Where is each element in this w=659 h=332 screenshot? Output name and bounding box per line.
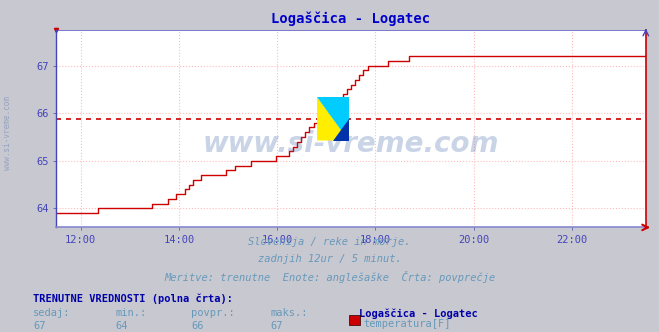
Text: TRENUTNE VREDNOSTI (polna črta):: TRENUTNE VREDNOSTI (polna črta):	[33, 294, 233, 304]
Polygon shape	[317, 97, 349, 140]
Text: www.si-vreme.com: www.si-vreme.com	[3, 96, 13, 170]
Text: sedaj:: sedaj:	[33, 308, 71, 318]
Text: Slovenija / reke in morje.: Slovenija / reke in morje.	[248, 237, 411, 247]
Text: zadnjih 12ur / 5 minut.: zadnjih 12ur / 5 minut.	[258, 254, 401, 264]
Polygon shape	[333, 119, 349, 140]
Text: Meritve: trenutne  Enote: anglešaške  Črta: povprečje: Meritve: trenutne Enote: anglešaške Črta…	[164, 271, 495, 283]
Text: www.si-vreme.com: www.si-vreme.com	[203, 130, 499, 158]
Text: Logaščica - Logatec: Logaščica - Logatec	[359, 308, 478, 319]
Text: maks.:: maks.:	[270, 308, 308, 318]
Text: 67: 67	[33, 321, 45, 331]
Text: 66: 66	[191, 321, 204, 331]
Title: Logaščica - Logatec: Logaščica - Logatec	[272, 11, 430, 26]
Text: povpr.:: povpr.:	[191, 308, 235, 318]
Polygon shape	[317, 97, 349, 140]
Text: 64: 64	[115, 321, 128, 331]
Text: min.:: min.:	[115, 308, 146, 318]
Text: temperatura[F]: temperatura[F]	[364, 319, 451, 329]
Text: 67: 67	[270, 321, 283, 331]
